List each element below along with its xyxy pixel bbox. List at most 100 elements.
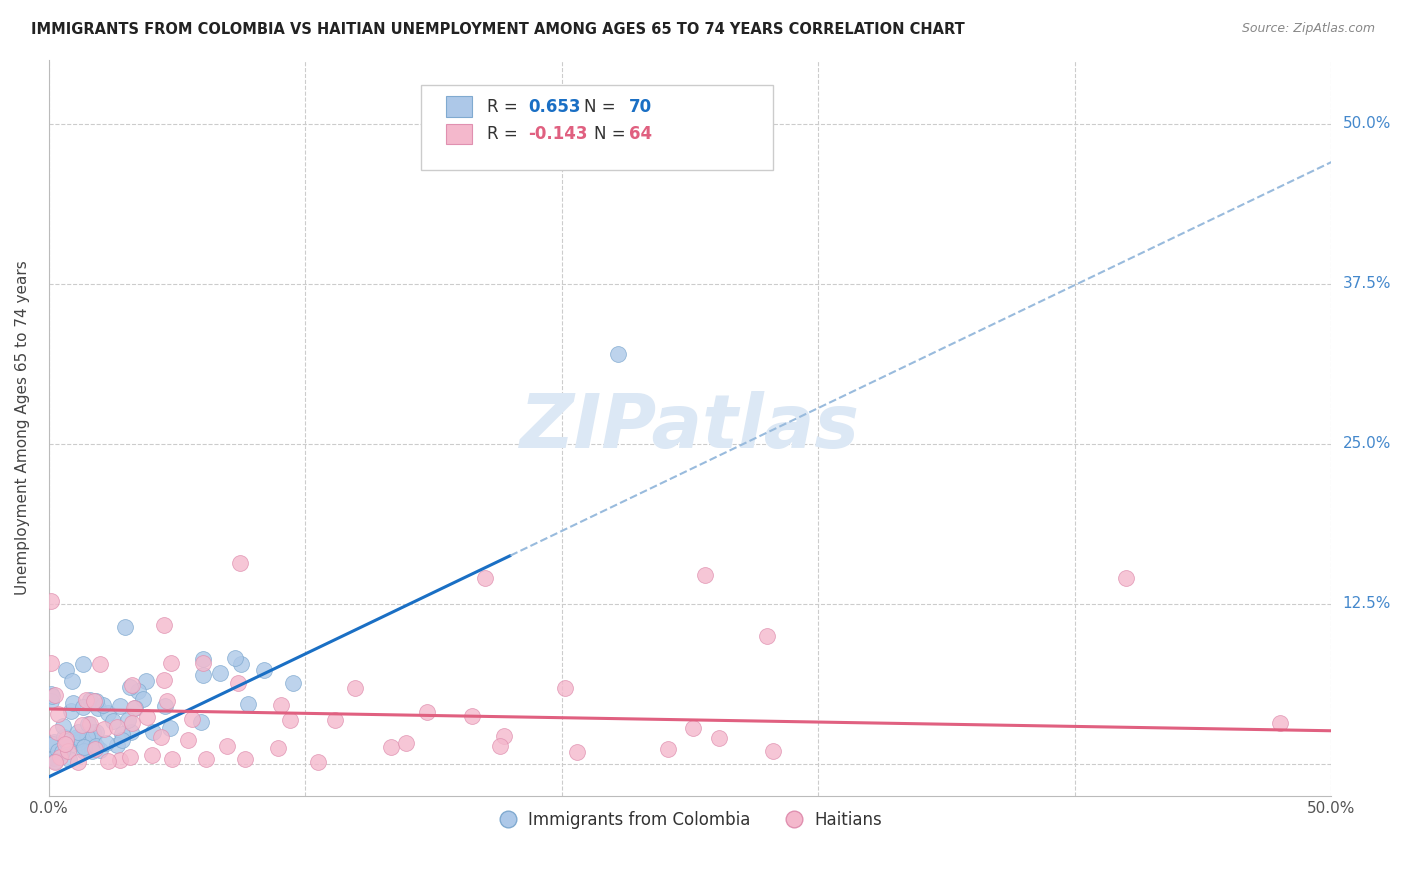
Point [120, 680, 142, 694]
Point [56, 744, 79, 758]
Point [84, 724, 107, 739]
Point [82, 724, 104, 739]
Text: R =: R = [488, 98, 523, 116]
Point [267, 740, 290, 755]
Point [180, 712, 202, 726]
Point [97, 755, 120, 769]
Text: 50.0%: 50.0% [1343, 116, 1391, 131]
Point [70, 718, 93, 732]
Point [72, 657, 94, 672]
Point [103, 714, 125, 728]
Point [108, 753, 131, 767]
Point [120, 724, 142, 739]
Point [380, 740, 402, 755]
Point [55, 663, 77, 677]
Point [141, 747, 163, 762]
Point [76, 728, 98, 742]
Point [39, 686, 62, 700]
Point [135, 710, 157, 724]
Text: -0.143: -0.143 [529, 125, 588, 143]
Point [226, 676, 249, 690]
Point [97, 706, 120, 721]
Point [93, 722, 115, 736]
Point [53, 730, 76, 744]
Point [59, 704, 82, 718]
Point [55, 732, 77, 747]
Point [152, 673, 174, 687]
Point [162, 751, 184, 765]
Legend: Immigrants from Colombia, Haitians: Immigrants from Colombia, Haitians [492, 805, 889, 836]
Point [278, 713, 301, 727]
Point [83, 694, 105, 708]
Point [122, 701, 145, 715]
Point [343, 681, 366, 695]
Y-axis label: Unemployment Among Ages 65 to 74 years: Unemployment Among Ages 65 to 74 years [15, 260, 30, 595]
Point [474, 571, 496, 585]
Point [554, 681, 576, 695]
Point [117, 713, 139, 727]
Point [567, 745, 589, 759]
Point [159, 721, 181, 735]
Point [89, 743, 111, 757]
Point [58, 752, 80, 766]
Point [191, 667, 214, 681]
Point [695, 568, 717, 582]
Point [283, 676, 305, 690]
Point [124, 701, 146, 715]
Text: N =: N = [583, 98, 620, 116]
Point [307, 755, 329, 769]
Bar [446, 96, 472, 117]
Point [155, 698, 177, 713]
Text: 0.653: 0.653 [529, 98, 581, 116]
Point [108, 698, 131, 713]
Point [44, 756, 66, 770]
Text: Source: ZipAtlas.com: Source: ZipAtlas.com [1241, 22, 1375, 36]
Point [416, 706, 439, 720]
Text: 37.5%: 37.5% [1343, 277, 1391, 292]
Point [42, 735, 65, 749]
Text: 70: 70 [628, 98, 651, 116]
Point [96, 736, 118, 750]
Point [229, 657, 252, 672]
Point [224, 650, 246, 665]
Point [156, 694, 179, 708]
Point [79, 693, 101, 707]
Point [42, 737, 65, 751]
Text: IMMIGRANTS FROM COLOMBIA VS HAITIAN UNEMPLOYMENT AMONG AGES 65 TO 74 YEARS CORRE: IMMIGRANTS FROM COLOMBIA VS HAITIAN UNEM… [31, 22, 965, 37]
Point [84, 742, 107, 756]
Point [73, 739, 96, 754]
Point [62, 696, 84, 710]
Point [62, 674, 84, 689]
Point [39, 694, 62, 708]
Point [1268, 716, 1291, 731]
Text: N =: N = [593, 125, 631, 143]
Point [75, 743, 97, 757]
Point [66, 731, 89, 746]
Point [707, 731, 730, 745]
Point [111, 732, 134, 747]
Point [42, 751, 65, 765]
Point [209, 665, 232, 680]
Point [84, 739, 107, 754]
Point [82, 733, 104, 747]
Point [461, 709, 484, 723]
Point [73, 744, 96, 758]
Point [87, 701, 110, 715]
Point [39, 594, 62, 608]
Point [79, 716, 101, 731]
Point [238, 697, 260, 711]
Point [67, 735, 90, 749]
Point [253, 663, 276, 677]
Point [176, 732, 198, 747]
Point [395, 736, 418, 750]
Point [494, 729, 516, 743]
Point [127, 683, 149, 698]
Point [159, 656, 181, 670]
Point [77, 742, 100, 756]
Point [75, 693, 97, 707]
Point [41, 689, 63, 703]
Point [89, 657, 111, 672]
Bar [446, 124, 472, 145]
Point [150, 730, 173, 744]
Point [77, 717, 100, 731]
